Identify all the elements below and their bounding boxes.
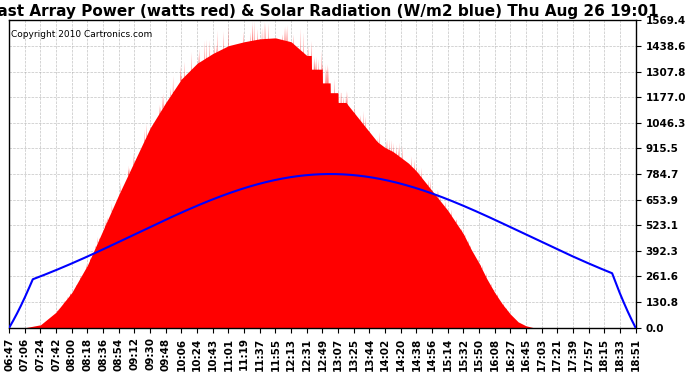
Title: East Array Power (watts red) & Solar Radiation (W/m2 blue) Thu Aug 26 19:01: East Array Power (watts red) & Solar Rad… xyxy=(0,4,658,19)
Text: Copyright 2010 Cartronics.com: Copyright 2010 Cartronics.com xyxy=(11,30,152,39)
